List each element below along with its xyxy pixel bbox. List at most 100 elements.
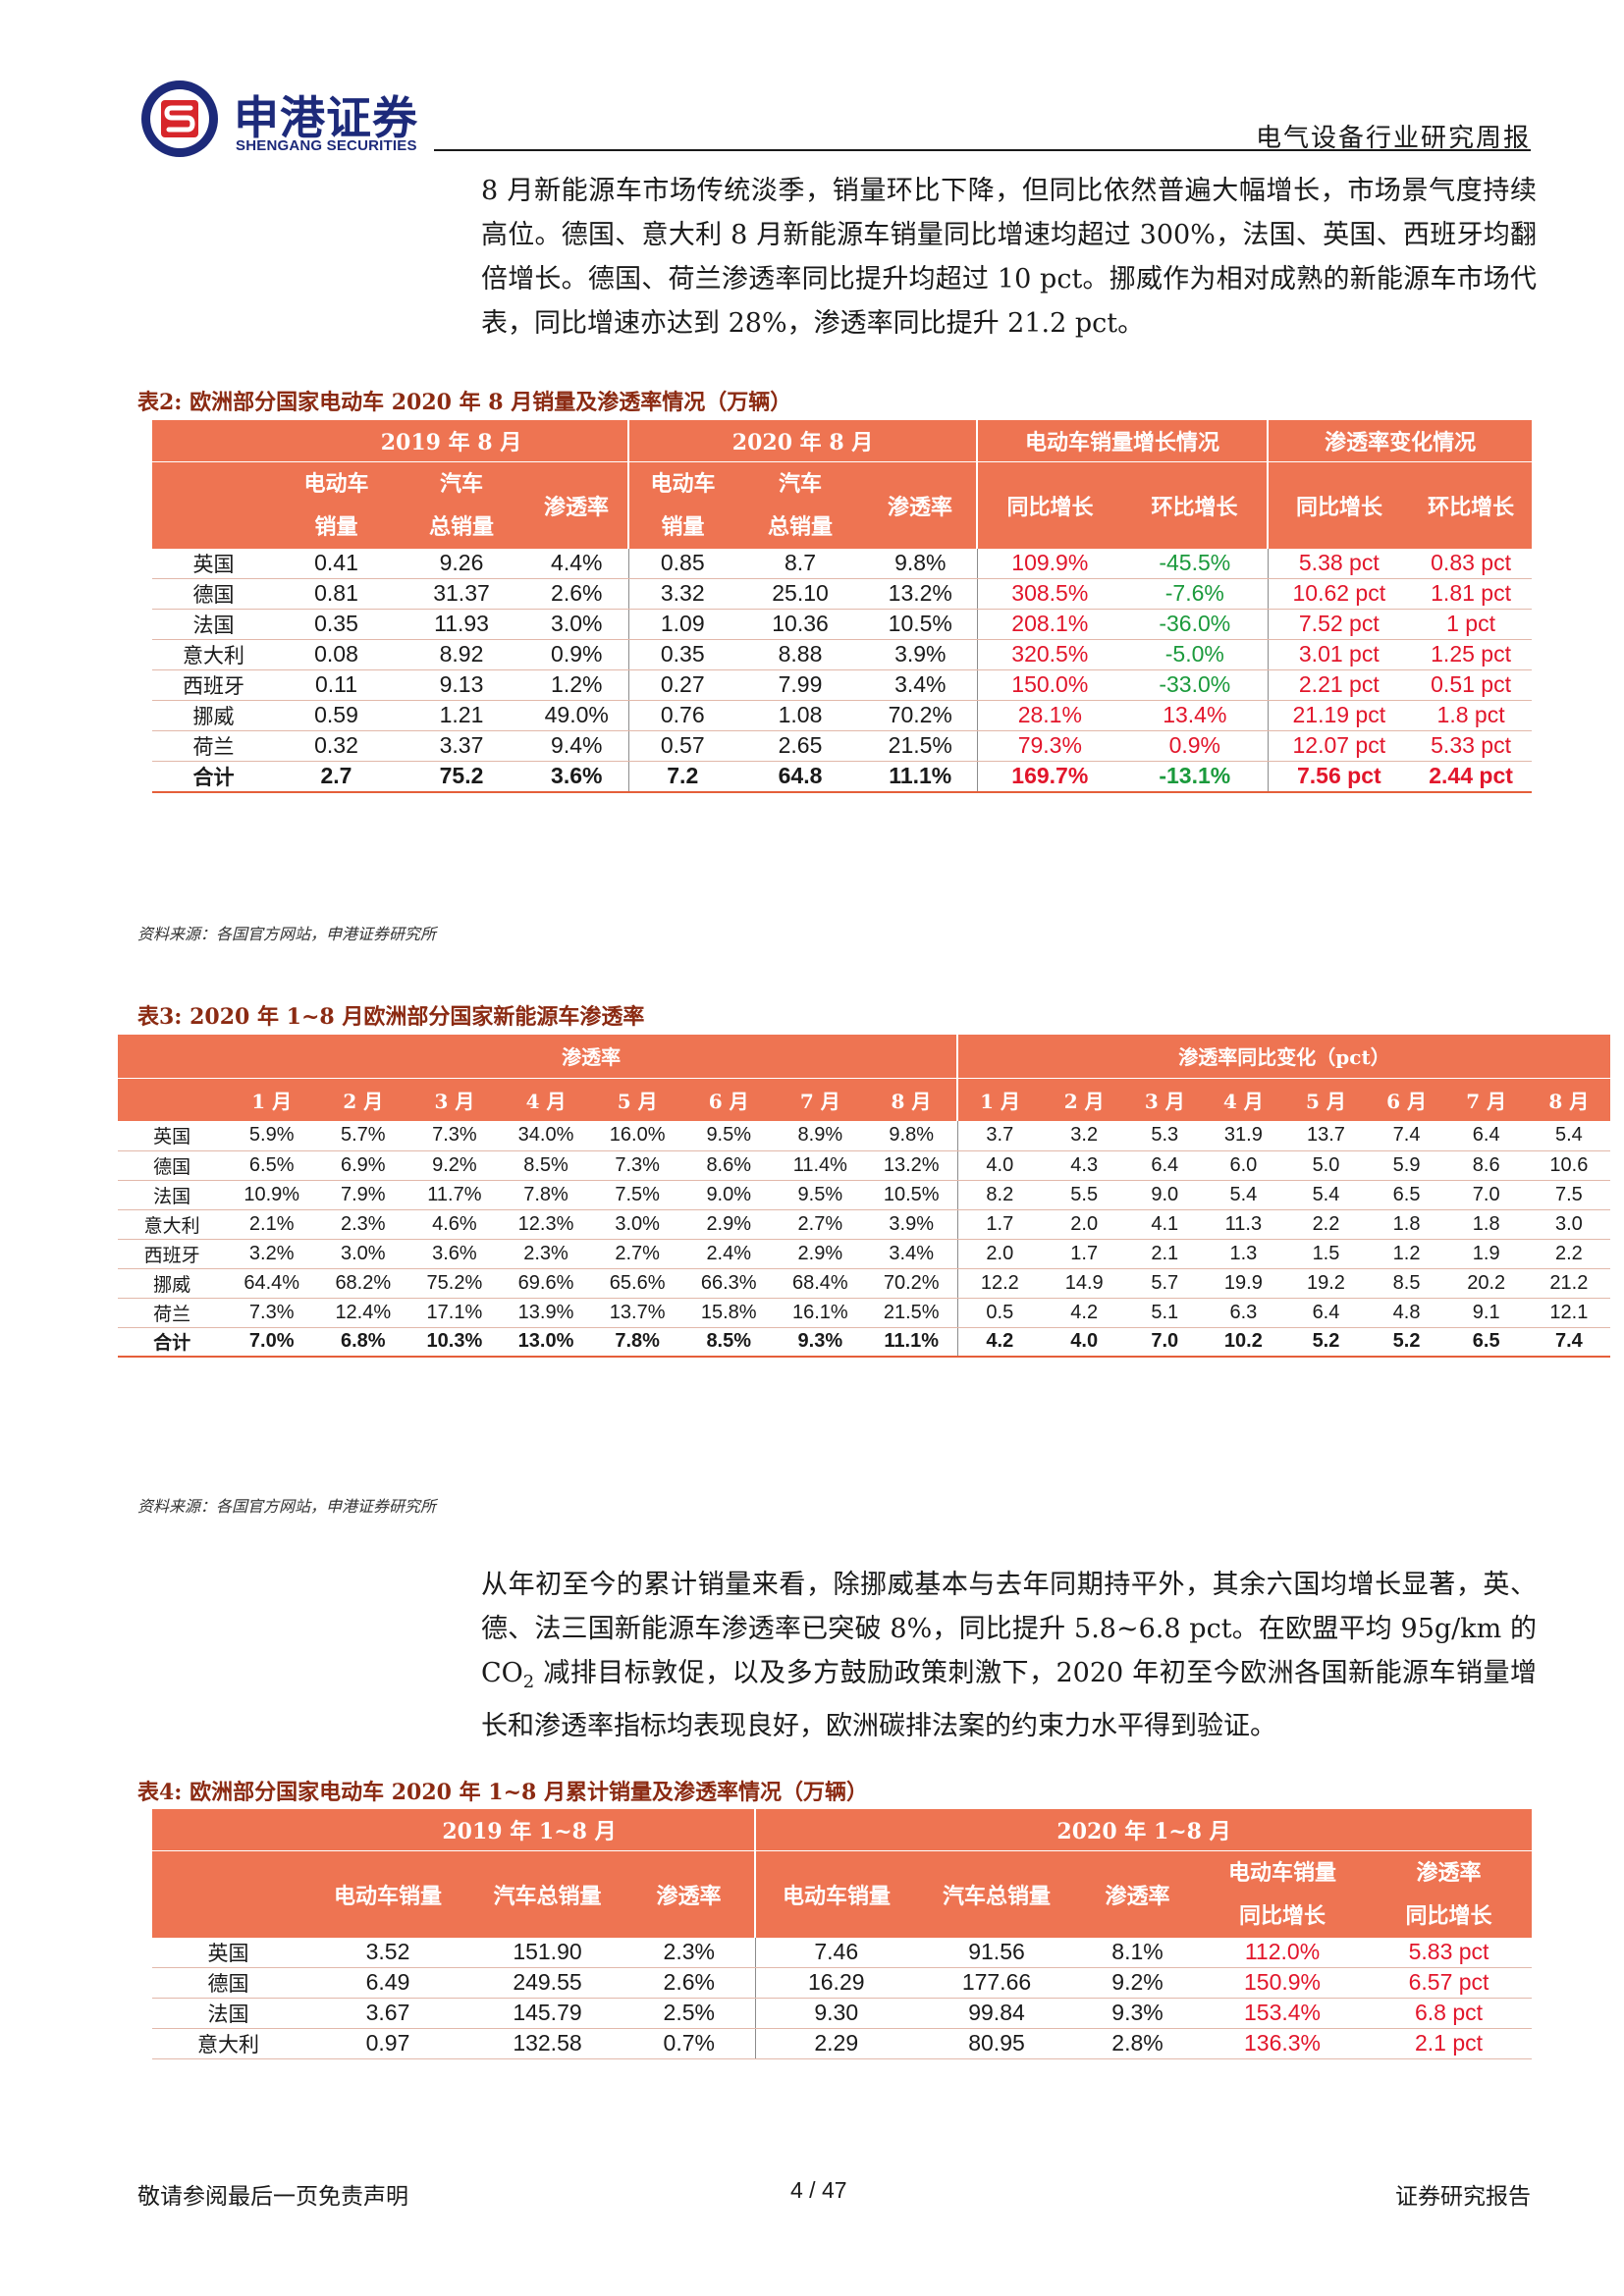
table-cell: 49.0% bbox=[525, 700, 629, 731]
table-cell: 13.2% bbox=[865, 1150, 958, 1181]
table-cell: 4.0 bbox=[956, 1150, 1043, 1181]
table-cell: 2.4% bbox=[682, 1239, 775, 1269]
table-cell: 25.10 bbox=[736, 578, 865, 610]
table-cell: 10.5% bbox=[864, 609, 978, 640]
table-cell: 2.2 bbox=[1527, 1239, 1610, 1269]
table3-month-1: 1 月 bbox=[956, 1078, 1043, 1121]
table-cell: 7.5% bbox=[591, 1180, 683, 1210]
row-country: 法国 bbox=[152, 1998, 304, 2029]
table3-month-4: 4 月 bbox=[1203, 1078, 1284, 1121]
table-cell: 1.8 pct bbox=[1410, 700, 1533, 731]
table-cell: 145.79 bbox=[471, 1998, 623, 2029]
table-cell: 5.7% bbox=[317, 1121, 409, 1151]
table-cell: 6.0 bbox=[1203, 1150, 1284, 1181]
table2-col-ev-2020: 电动车 销量 bbox=[627, 461, 737, 549]
table-cell: 9.3% bbox=[774, 1327, 866, 1358]
table-cell: 6.4 bbox=[1283, 1298, 1369, 1328]
table-cell: 1.3 bbox=[1203, 1239, 1284, 1269]
paragraph-ytd-summary: 从年初至今的累计销量来看，除挪威基本与去年同期持平外，其余六国均增长显著，英、德… bbox=[481, 1570, 1537, 1741]
row-country: 德国 bbox=[152, 1967, 304, 1999]
table-cell: 9.5% bbox=[774, 1180, 866, 1210]
table-cell: 1.2% bbox=[525, 669, 629, 701]
table2-group-2019: 2019 年 8 月 bbox=[275, 420, 629, 462]
table-cell: 2.7% bbox=[774, 1209, 866, 1240]
table2-source: 资料来源：各国官方网站，申港证券研究所 bbox=[137, 925, 437, 943]
table-cell: 10.5% bbox=[865, 1180, 958, 1210]
table-cell: 20.2 bbox=[1444, 1268, 1528, 1299]
table-cell: 31.9 bbox=[1203, 1121, 1284, 1151]
table2-col-pen-2020: 渗透率 bbox=[864, 461, 978, 549]
paragraph-august-summary: 8 月新能源车市场传统淡季，销量环比下降，但同比依然普遍大幅增长，市场景气度持续… bbox=[481, 176, 1537, 339]
table-cell: 16.1% bbox=[774, 1298, 866, 1328]
table-cell: 11.3 bbox=[1203, 1209, 1284, 1240]
table-cell: 9.2% bbox=[1076, 1967, 1199, 1999]
table4-col-pen-2020: 渗透率 bbox=[1076, 1850, 1199, 1938]
table-cell: 0.11 bbox=[275, 669, 398, 701]
table-row: 法国 10.9% 7.9% 11.7% 7.8% 7.5% 9.0% 9.5% 10.5% 8.2… bbox=[118, 1180, 1610, 1210]
table-cell: 3.9% bbox=[865, 1209, 958, 1240]
table-cell: 320.5% bbox=[976, 639, 1123, 670]
table-cell: 2.1 pct bbox=[1366, 2028, 1533, 2059]
table2-col-pen-2019: 渗透率 bbox=[525, 461, 629, 549]
table-cell: 1.9 bbox=[1444, 1239, 1528, 1269]
table-cell: 5.1 bbox=[1126, 1298, 1204, 1328]
table4-col-car-2019: 汽车总销量 bbox=[471, 1850, 623, 1938]
table-row: 合计 7.0% 6.8% 10.3% 13.0% 7.8% 8.5% 9.3% 11.1% 4.2… bbox=[118, 1327, 1610, 1358]
table-cell: 5.7 bbox=[1126, 1268, 1204, 1299]
table-cell: 112.0% bbox=[1199, 1937, 1366, 1968]
table-cell: 150.0% bbox=[976, 669, 1123, 701]
table-cell: 169.7% bbox=[976, 761, 1123, 793]
table-cell: 4.2 bbox=[1042, 1298, 1127, 1328]
logo-english-name: SHENGANG SECURITIES bbox=[236, 137, 417, 154]
table-row: 西班牙 3.2% 3.0% 3.6% 2.3% 2.7% 2.4% 2.9% 3.4% 2.0 1.… bbox=[118, 1239, 1610, 1269]
table-cell: 91.56 bbox=[917, 1937, 1076, 1968]
table-cell: 7.4 bbox=[1368, 1121, 1445, 1151]
table-row: 挪威 64.4% 68.2% 75.2% 69.6% 65.6% 66.3% 68.4% 70.… bbox=[118, 1268, 1610, 1299]
row-country: 德国 bbox=[152, 578, 275, 610]
table-cell: 3.4% bbox=[864, 669, 978, 701]
table-cell: 3.0 bbox=[1527, 1209, 1610, 1240]
footer-disclaimer: 敬请参阅最后一页免责声明 bbox=[137, 2184, 408, 2210]
table-cell: 208.1% bbox=[976, 609, 1123, 640]
table-cell: 6.8% bbox=[317, 1327, 409, 1358]
table2-col-sales-yoy: 同比增长 bbox=[976, 461, 1123, 549]
table-cell: 6.5 bbox=[1368, 1180, 1445, 1210]
table-cell: 11.93 bbox=[398, 609, 525, 640]
table2-caption: 表2: 欧洲部分国家电动车 2020 年 8 月销量及渗透率情况（万辆） bbox=[137, 390, 792, 415]
table-row: 意大利 0.08 8.92 0.9% 0.35 8.88 3.9% 320.5% -5.0% 3.… bbox=[152, 639, 1533, 670]
table-cell: 150.9% bbox=[1199, 1967, 1366, 1999]
table-cell: 1.7 bbox=[1042, 1239, 1127, 1269]
table-cell: 1.25 pct bbox=[1410, 639, 1533, 670]
table-cell: 13.0% bbox=[500, 1327, 592, 1358]
table-cell: 5.3 bbox=[1126, 1121, 1204, 1151]
table3-month-4: 4 月 bbox=[500, 1078, 592, 1121]
table-row: 意大利 0.97 132.58 0.7% 2.29 80.95 2.8% 136.3% 2.1 … bbox=[152, 2028, 1533, 2059]
page-number: 4 / 47 bbox=[790, 2177, 847, 2203]
table-row: 荷兰 0.32 3.37 9.4% 0.57 2.65 21.5% 79.3% 0.9% 12.0… bbox=[152, 730, 1533, 762]
table-cell: 151.90 bbox=[471, 1937, 623, 1968]
table-cell: 12.4% bbox=[317, 1298, 409, 1328]
row-country: 意大利 bbox=[152, 2028, 304, 2059]
table-cell: 7.8% bbox=[500, 1180, 592, 1210]
table-cell: 70.2% bbox=[864, 700, 978, 731]
table-cell: 34.0% bbox=[500, 1121, 592, 1151]
table-cell: 21.5% bbox=[864, 730, 978, 762]
table-cell: 65.6% bbox=[591, 1268, 683, 1299]
table2-col-sales-mom: 环比增长 bbox=[1122, 461, 1269, 549]
table-cell: 3.9% bbox=[864, 639, 978, 670]
table-cell: 12.1 bbox=[1527, 1298, 1610, 1328]
table-cell: 3.0% bbox=[317, 1239, 409, 1269]
table-cell: 1.81 pct bbox=[1410, 578, 1533, 610]
table-cell: 5.2 bbox=[1283, 1327, 1369, 1358]
table-cell: 5.9% bbox=[226, 1121, 318, 1151]
table-cell: 0.35 bbox=[275, 609, 398, 640]
table-cell: 10.6 bbox=[1527, 1150, 1610, 1181]
table-cell: 12.07 pct bbox=[1267, 730, 1411, 762]
table-cell: 9.0 bbox=[1126, 1180, 1204, 1210]
table-cell: 6.4 bbox=[1126, 1150, 1204, 1181]
table-cell: 11.1% bbox=[864, 761, 978, 793]
table-cell: 8.6% bbox=[682, 1150, 775, 1181]
table-cell: 75.2 bbox=[398, 761, 525, 793]
company-logo: 申港证券 SHENGANG SECURITIES bbox=[139, 79, 434, 167]
